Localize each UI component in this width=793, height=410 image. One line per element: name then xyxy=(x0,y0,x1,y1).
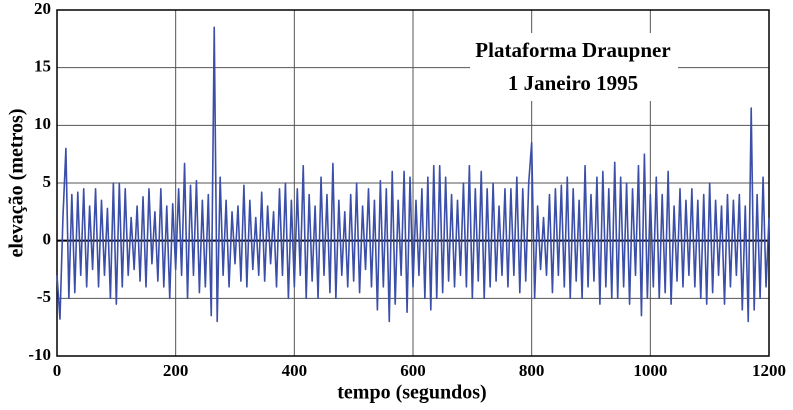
x-tick-label: 200 xyxy=(163,361,189,380)
y-tick-label: 10 xyxy=(34,114,51,133)
y-tick-label: 5 xyxy=(43,172,52,191)
chart-subtitle: 1 Janeiro 1995 xyxy=(508,71,638,95)
y-tick-label: 15 xyxy=(34,57,51,76)
y-axis-label: elevação (metros) xyxy=(6,108,28,257)
x-axis-label: tempo (segundos) xyxy=(337,382,486,404)
x-tick-label: 0 xyxy=(53,361,62,380)
plot-frame xyxy=(56,9,770,357)
x-tick-label: 800 xyxy=(519,361,545,380)
chart-title: Plataforma Draupner xyxy=(475,38,670,62)
title-box xyxy=(470,33,678,101)
y-tick-label: -5 xyxy=(37,287,51,306)
line-series xyxy=(56,26,770,323)
plot xyxy=(56,26,770,323)
x-tick-label: 1000 xyxy=(633,361,667,380)
x-tick-label: 1200 xyxy=(752,361,786,380)
y-tick-label: 20 xyxy=(34,0,51,18)
y-tick-label: -10 xyxy=(28,345,51,364)
x-tick-label: 400 xyxy=(282,361,308,380)
x-tick-label: 600 xyxy=(400,361,426,380)
y-tick-label: 0 xyxy=(43,230,52,249)
